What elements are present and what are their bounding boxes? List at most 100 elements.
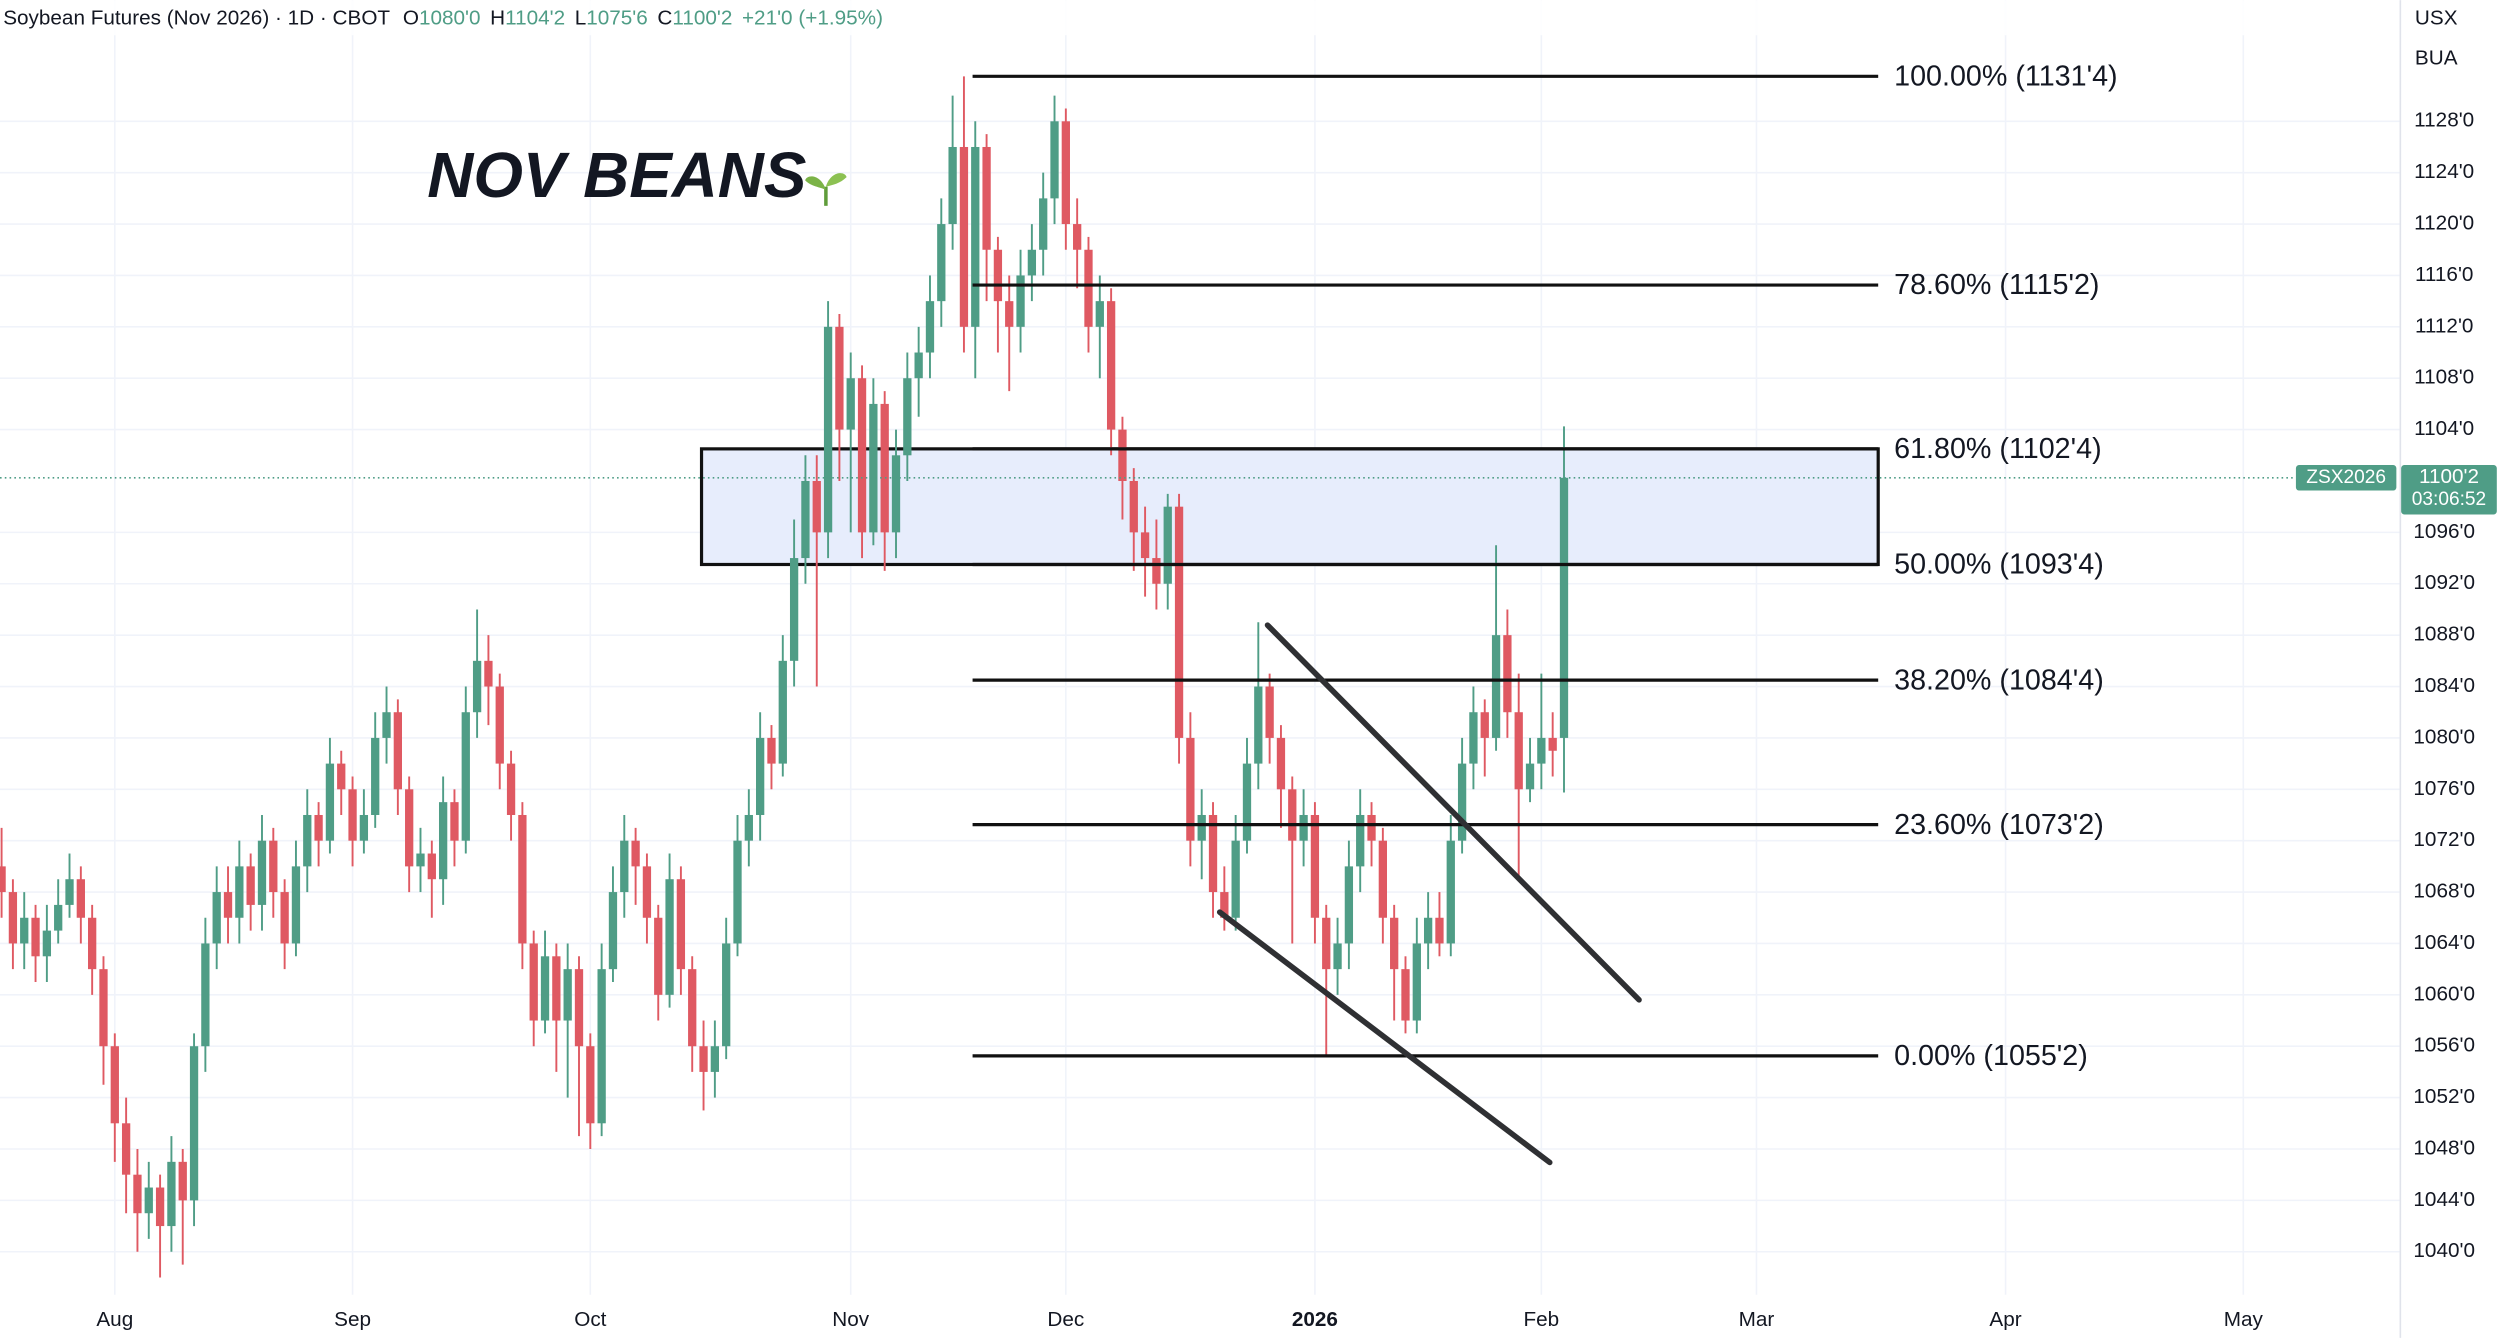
candle-body xyxy=(1174,506,1184,738)
x-tick-label: Mar xyxy=(1739,1308,1775,1331)
y-tick-label: 1104'0 xyxy=(2414,417,2474,440)
candle-body xyxy=(99,969,108,1047)
candle-body xyxy=(880,403,889,533)
candle-body xyxy=(869,403,878,533)
y-tick-label: 1072'0 xyxy=(2413,828,2475,851)
candle-body xyxy=(812,480,821,533)
symbol: Soybean Futures (Nov 2026) · 1D · CBOT xyxy=(3,7,390,30)
y-tick-label: 1048'0 xyxy=(2413,1136,2475,1159)
candle-body xyxy=(971,146,980,327)
candle-body xyxy=(846,378,855,430)
candle-body xyxy=(416,853,425,867)
y-tick-label: 1044'0 xyxy=(2413,1188,2475,1211)
price-tag: 1100'2 xyxy=(2419,465,2479,488)
candle-body xyxy=(212,892,221,944)
trend-line xyxy=(1216,909,1553,1166)
candle-body xyxy=(427,853,436,880)
candle-body xyxy=(110,1046,119,1124)
candle-body xyxy=(903,378,912,456)
y-tick-label: 1080'0 xyxy=(2413,725,2475,748)
candle-body xyxy=(1423,917,1433,944)
candle-body xyxy=(982,146,991,250)
candle-body xyxy=(1288,789,1297,841)
fib-label: 61.80% (1102'4) xyxy=(1894,433,2102,465)
ohlc-value: 1104'2 xyxy=(505,7,565,30)
candle-body xyxy=(1514,712,1523,790)
sprout-icon xyxy=(805,173,847,206)
candle-body xyxy=(325,763,335,841)
candle-body xyxy=(1299,814,1308,841)
countdown: 03:06:52 xyxy=(2412,489,2486,510)
trend-line xyxy=(1264,622,1642,1003)
candle-body xyxy=(235,866,244,918)
candle-body xyxy=(1322,917,1331,970)
candle-body xyxy=(438,802,448,880)
candle-body xyxy=(1231,840,1240,918)
y-tick-label: 1068'0 xyxy=(2413,880,2475,903)
x-tick-label: Aug xyxy=(96,1308,133,1331)
candle-body xyxy=(835,326,844,430)
unit: BUA xyxy=(2415,47,2458,70)
candle-body xyxy=(461,712,470,841)
ohlc-key: L xyxy=(575,7,587,30)
candle-body xyxy=(540,956,550,1021)
candle-body xyxy=(393,712,402,790)
candle-body xyxy=(767,737,776,764)
y-tick-label: 1052'0 xyxy=(2413,1085,2475,1108)
zone xyxy=(699,447,1880,567)
candle-body xyxy=(937,224,946,302)
candle-body xyxy=(1265,686,1274,738)
candle-body xyxy=(484,660,493,687)
candle-body xyxy=(1390,917,1399,970)
candle-body xyxy=(1186,737,1195,841)
candle-body xyxy=(1367,814,1376,841)
candle-body xyxy=(1152,558,1161,584)
candle-body xyxy=(450,802,459,841)
candle-body xyxy=(631,840,640,867)
candle-body xyxy=(1469,712,1478,764)
candle-body xyxy=(744,814,753,841)
y-tick-label: 1124'0 xyxy=(2414,160,2474,183)
candle-body xyxy=(303,814,312,867)
candle-body xyxy=(959,146,969,327)
candle-body xyxy=(1457,763,1467,841)
ohlc-key: H xyxy=(490,7,505,30)
fib-label: 78.60% (1115'2) xyxy=(1894,269,2099,301)
candle-body xyxy=(688,969,697,1047)
y-tick-label: 1088'0 xyxy=(2413,623,2475,646)
candle-body xyxy=(857,378,867,533)
candle-body xyxy=(642,866,652,918)
y-tick-label: 1076'0 xyxy=(2413,777,2475,800)
currency: USX xyxy=(2415,7,2458,30)
y-tick-label: 1040'0 xyxy=(2413,1239,2475,1262)
candle-body xyxy=(223,892,233,918)
candle-body xyxy=(201,943,210,1047)
candle-body xyxy=(552,956,561,1021)
ohlc-value: 1100'2 xyxy=(672,7,732,30)
candle-body xyxy=(1559,477,1569,738)
fib-zone xyxy=(699,447,1880,567)
x-tick-label: Sep xyxy=(334,1308,371,1331)
candle-body xyxy=(1310,814,1320,918)
candle-body xyxy=(1016,275,1025,327)
ohlc-key: C xyxy=(657,7,672,30)
candle-body xyxy=(1537,737,1546,764)
candle-body xyxy=(1220,892,1229,918)
header-bg xyxy=(0,0,2400,36)
candle-body xyxy=(495,686,504,764)
candle-body xyxy=(778,660,787,764)
x-tick-label: Oct xyxy=(574,1308,606,1331)
candle-body xyxy=(0,866,6,893)
candle-body xyxy=(280,892,289,944)
candle-body xyxy=(405,789,414,867)
candle-body xyxy=(1005,301,1014,327)
candle-body xyxy=(665,879,674,995)
symbol-tag-bg xyxy=(2295,465,2397,491)
candle-body xyxy=(586,1046,595,1124)
candle-body xyxy=(291,866,301,944)
y-tick-label: 1092'0 xyxy=(2413,571,2475,594)
x-tick-label: Feb xyxy=(1524,1308,1560,1331)
candle-body xyxy=(1401,969,1410,1021)
candle-body xyxy=(167,1161,176,1227)
